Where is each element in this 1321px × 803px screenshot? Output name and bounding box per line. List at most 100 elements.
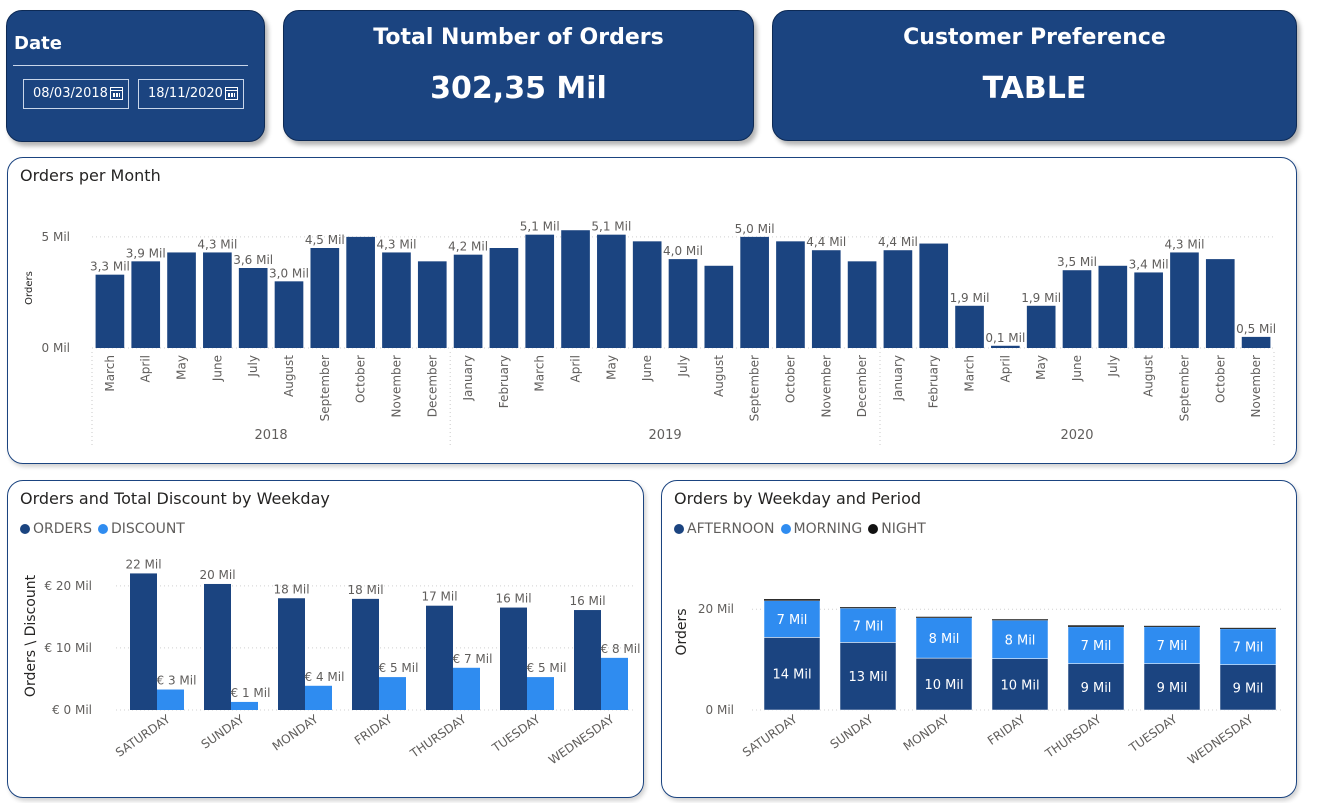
- calendar-icon[interactable]: [225, 87, 238, 100]
- x-tick-label: November: [819, 355, 833, 417]
- x-tick-label: March: [533, 355, 547, 392]
- bar-afternoon: [991, 658, 1049, 711]
- legend-night-marker: [868, 524, 879, 534]
- x-tick-label: July: [676, 355, 690, 378]
- data-label: 4,0 Mil: [663, 244, 703, 258]
- data-label: 7 Mil: [1157, 639, 1188, 654]
- year-label: 2020: [1060, 428, 1093, 443]
- bar: [1170, 252, 1199, 348]
- data-label: 7 Mil: [1081, 639, 1112, 654]
- data-label: 4,3 Mil: [376, 237, 416, 251]
- x-tick-label: February: [497, 355, 511, 408]
- bar-morning: [839, 607, 897, 643]
- data-label: 4,3 Mil: [197, 237, 237, 251]
- x-tick-label: SUNDAY: [828, 712, 877, 752]
- bar-orders: [204, 583, 231, 710]
- y-tick-label: € 0 Mil: [52, 703, 92, 717]
- x-tick-label: FRIDAY: [985, 712, 1028, 748]
- bar: [310, 248, 340, 348]
- data-label: 4,2 Mil: [448, 240, 488, 254]
- x-tick-label: June: [1070, 355, 1084, 382]
- data-label: 4,3 Mil: [1164, 237, 1204, 251]
- x-tick-label: March: [963, 355, 977, 392]
- legend-item-orders[interactable]: ORDERS: [20, 521, 92, 537]
- legend-night-label: NIGHT: [881, 521, 926, 537]
- x-tick-label: July: [246, 355, 260, 378]
- y-tick-label: 0 Mil: [706, 703, 734, 717]
- bar: [453, 254, 483, 348]
- x-tick-label: November: [1249, 355, 1263, 417]
- data-label: € 8 Mil: [601, 642, 641, 656]
- legend-afternoon-label: AFTERNOON: [687, 521, 775, 537]
- bar: [668, 259, 698, 348]
- x-tick-label: May: [175, 355, 189, 380]
- data-label: 16 Mil: [495, 592, 531, 606]
- data-label: 16 Mil: [569, 594, 605, 608]
- bar: [382, 252, 411, 348]
- data-label: 4,5 Mil: [305, 233, 345, 247]
- calendar-icon[interactable]: [110, 87, 123, 100]
- total-orders-value: 302,35 Mil: [430, 71, 607, 106]
- end-date-input[interactable]: 18/11/2020: [138, 79, 244, 109]
- x-tick-label: September: [748, 355, 762, 421]
- end-date-value: 18/11/2020: [148, 86, 223, 101]
- bar-morning: [1143, 626, 1201, 664]
- data-label: 10 Mil: [924, 678, 963, 693]
- data-label: € 7 Mil: [453, 652, 493, 666]
- x-tick-label: June: [640, 355, 654, 382]
- bar-discount: [379, 677, 406, 710]
- data-label: 9 Mil: [1157, 681, 1188, 696]
- x-tick-label: December: [425, 355, 439, 417]
- data-label: 3,9 Mil: [126, 246, 166, 260]
- data-label: 3,6 Mil: [233, 253, 273, 267]
- x-tick-label: THURSDAY: [407, 712, 469, 762]
- y-axis-label: Orders: [674, 608, 690, 655]
- data-label: 7 Mil: [1233, 641, 1264, 656]
- bar: [417, 261, 447, 348]
- legend-item-morning[interactable]: MORNING: [780, 521, 862, 537]
- bar: [489, 248, 519, 348]
- bar-morning: [763, 600, 821, 638]
- bar: [632, 241, 662, 348]
- bar: [955, 305, 984, 348]
- bar: [740, 236, 769, 348]
- orders-discount-legend: ORDERS DISCOUNT: [20, 521, 185, 537]
- bar: [597, 234, 626, 348]
- total-orders-title: Total Number of Orders: [373, 25, 664, 50]
- bar-night: [1144, 625, 1200, 627]
- x-tick-label: TUESDAY: [489, 712, 543, 756]
- date-slicer-divider: [13, 65, 248, 66]
- bar-orders: [352, 598, 379, 710]
- y-tick-label: 20 Mil: [698, 602, 734, 616]
- start-date-input[interactable]: 08/03/2018: [23, 79, 129, 109]
- data-label: 9 Mil: [1233, 681, 1264, 696]
- data-label: 0,1 Mil: [985, 331, 1025, 345]
- bar: [919, 243, 949, 348]
- legend-morning-marker: [780, 524, 791, 534]
- x-tick-label: January: [891, 355, 905, 402]
- bar: [1241, 336, 1271, 348]
- bar: [704, 265, 734, 348]
- data-label: 4,4 Mil: [878, 235, 918, 249]
- orders-discount-title: Orders and Total Discount by Weekday: [20, 489, 330, 508]
- bar-night: [840, 607, 896, 609]
- x-tick-label: February: [927, 355, 941, 408]
- x-tick-label: April: [569, 355, 583, 382]
- bar-morning: [915, 617, 973, 659]
- legend-orders-label: ORDERS: [33, 521, 92, 537]
- data-label: 7 Mil: [853, 619, 884, 634]
- bar-orders: [130, 573, 157, 710]
- start-date-value: 08/03/2018: [33, 86, 108, 101]
- legend-item-night[interactable]: NIGHT: [868, 521, 926, 537]
- x-tick-label: May: [604, 355, 618, 380]
- bar: [346, 236, 375, 348]
- y-tick-label: € 20 Mil: [44, 579, 92, 593]
- x-tick-label: SUNDAY: [199, 712, 248, 752]
- y-axis-label: Orders \ Discount: [23, 574, 39, 697]
- x-tick-label: March: [103, 355, 117, 392]
- data-label: 20 Mil: [199, 568, 235, 582]
- legend-item-discount[interactable]: DISCOUNT: [98, 521, 185, 537]
- legend-item-afternoon[interactable]: AFTERNOON: [674, 521, 775, 537]
- data-label: € 5 Mil: [527, 661, 567, 675]
- weekday-period-title: Orders by Weekday and Period: [674, 489, 922, 508]
